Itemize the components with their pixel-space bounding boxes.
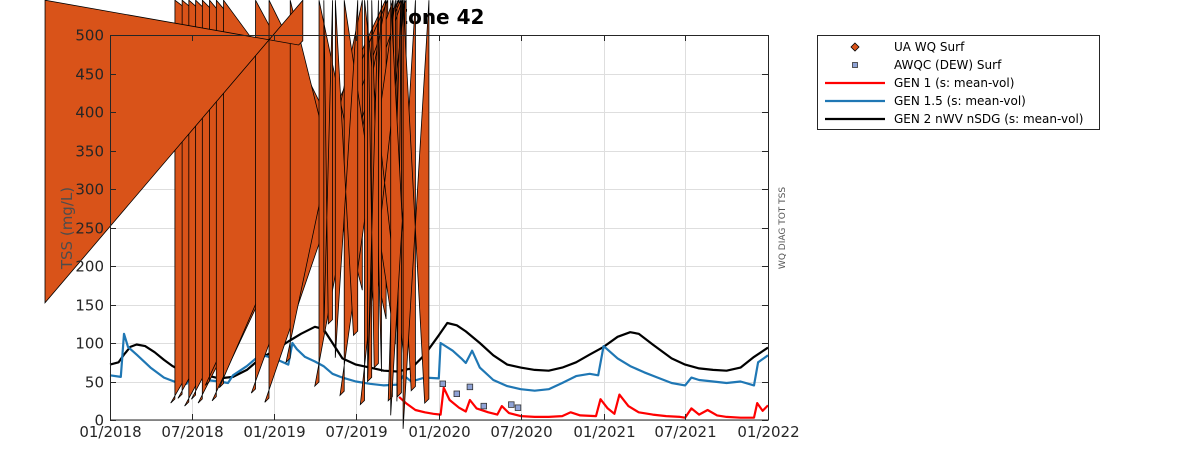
y-axis-label: TSS (mg/L) [58, 187, 76, 270]
legend-diamond-marker [850, 42, 860, 52]
awqc-dew-surf-marker [480, 402, 487, 410]
x-tick-label: 01/2020 [408, 423, 470, 441]
x-tick-label: 07/2019 [325, 423, 387, 441]
legend-label: GEN 2 nWV nSDG (s: mean-vol) [894, 112, 1083, 126]
ua-wq-surf-marker [44, 0, 304, 304]
series-line-gen-1-s-mean-vol [398, 386, 769, 419]
y-tick-label: 500 [75, 27, 104, 45]
ua-wq-surf-marker [402, 0, 430, 429]
ua-wq-surf-marker [367, 0, 382, 383]
ua-wq-surf-marker [323, 0, 333, 333]
legend-item-gen-2-nwv-nsdg-s-mean-vol: GEN 2 nWV nSDG (s: mean-vol) [825, 112, 1083, 126]
awqc-dew-surf-marker [508, 401, 515, 408]
chart-title: Zone 42 [394, 5, 485, 29]
x-tick-label: 07/2020 [490, 423, 552, 441]
tick-layer: 01/2018 07/2018 01/2019 07/2019 01/2020 07/20… [75, 27, 799, 442]
y-tick-label: 300 [75, 181, 104, 199]
x-tick-label: 01/2018 [79, 423, 141, 441]
legend-item-gen-1-5-s-mean-vol: GEN 1.5 (s: mean-vol) [825, 94, 1026, 108]
legend: UA WQ Surf AWQC (DEW) Surf GEN 1 (s: mean-… [817, 35, 1100, 130]
legend-item-awqc-dew-surf: AWQC (DEW) Surf [852, 58, 1002, 72]
awqc-dew-surf-marker [466, 383, 474, 391]
legend-label: AWQC (DEW) Surf [894, 58, 1002, 72]
x-tick-label: 01/2021 [573, 423, 635, 441]
y-tick-label: 350 [75, 143, 104, 161]
ua-wq-surf-marker [367, 0, 379, 379]
x-tick-label: 01/2022 [737, 423, 799, 441]
side-label: WQ DIAG TOT TSS [778, 187, 788, 269]
marker-layer [44, 0, 522, 429]
legend-label: GEN 1 (s: mean-vol) [894, 76, 1014, 90]
awqc-dew-surf-marker [453, 390, 460, 397]
x-tick-label: 01/2019 [243, 423, 305, 441]
legend-item-gen-1-s-mean-vol: GEN 1 (s: mean-vol) [825, 76, 1014, 90]
y-tick-label: 450 [75, 66, 104, 84]
x-tick-label: 07/2018 [161, 423, 223, 441]
legend-item-ua-wq-surf: UA WQ Surf [850, 40, 965, 54]
legend-label: GEN 1.5 (s: mean-vol) [894, 94, 1026, 108]
ua-wq-surf-marker [334, 0, 359, 358]
y-tick-label: 200 [75, 258, 104, 276]
y-tick-label: 400 [75, 104, 104, 122]
awqc-dew-surf-marker [439, 380, 446, 387]
grid-layer [110, 35, 769, 421]
y-tick-label: 100 [75, 335, 104, 353]
x-tick-label: 07/2021 [654, 423, 716, 441]
awqc-dew-surf-marker [514, 404, 522, 411]
y-tick-label: 150 [75, 297, 104, 315]
legend-square-marker [852, 62, 858, 68]
legend-label: UA WQ Surf [894, 40, 965, 54]
y-tick-label: 50 [85, 374, 104, 392]
y-tick-label: 0 [94, 412, 104, 430]
y-tick-label: 250 [75, 220, 104, 238]
